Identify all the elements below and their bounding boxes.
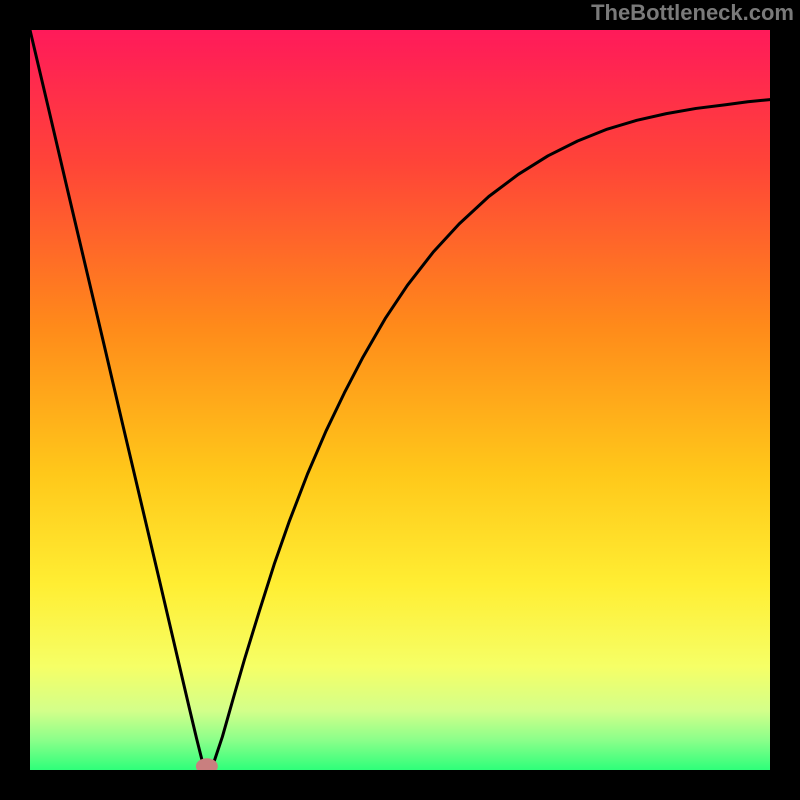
plot-area (30, 30, 770, 770)
watermark-text: TheBottleneck.com (591, 0, 794, 26)
chart-frame: TheBottleneck.com (0, 0, 800, 800)
gradient-background (30, 30, 770, 770)
plot-svg (30, 30, 770, 770)
